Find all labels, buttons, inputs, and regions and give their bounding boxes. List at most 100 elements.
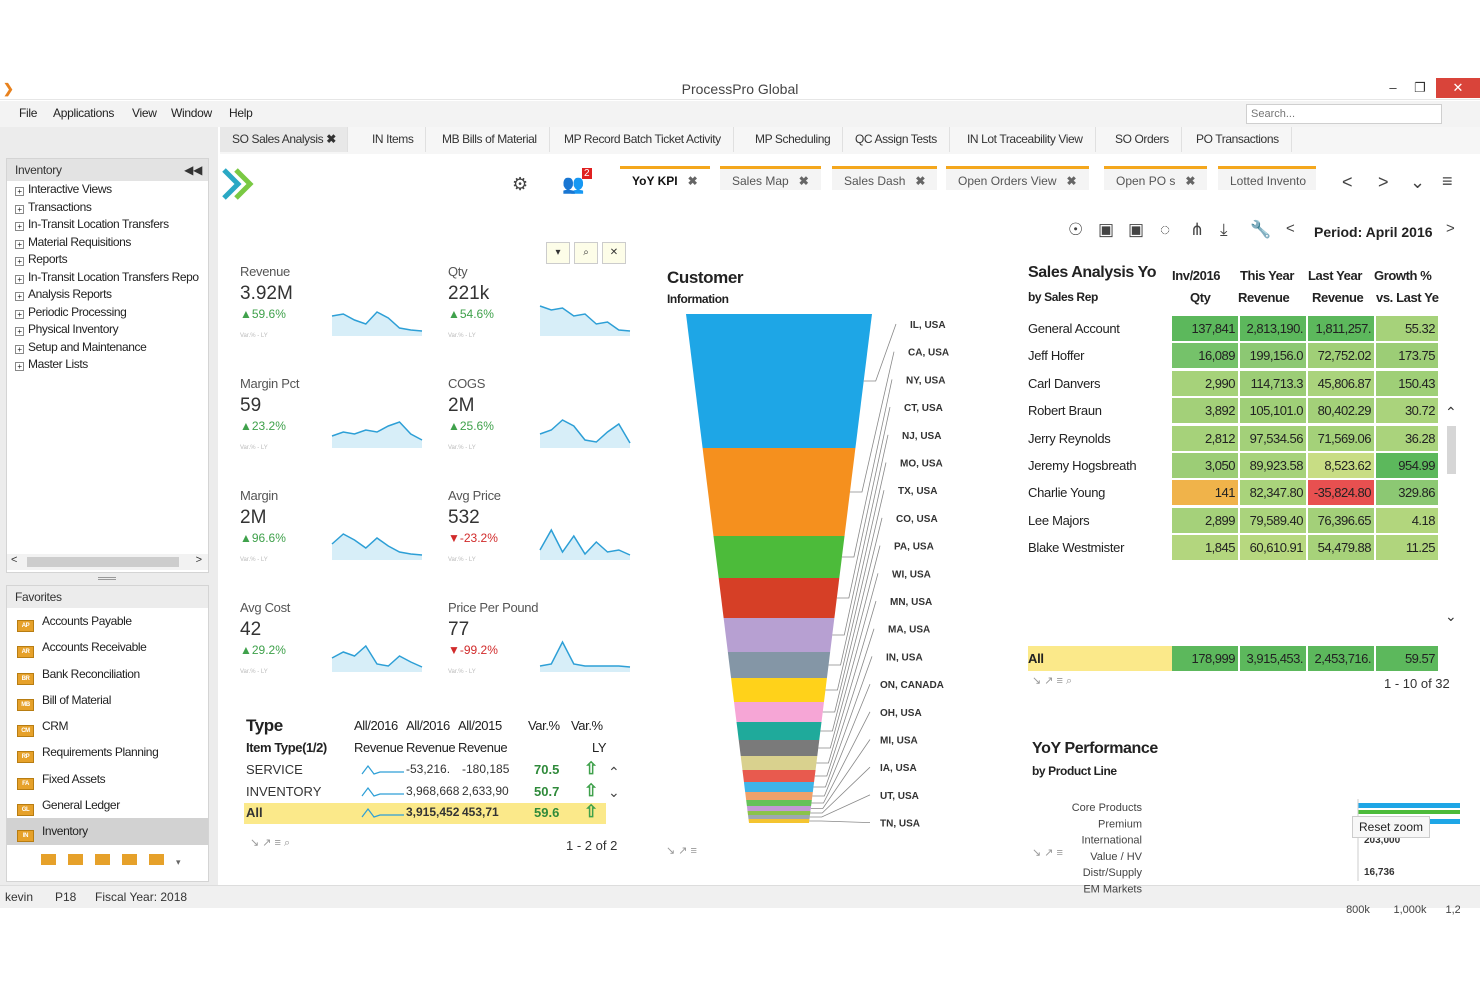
- menu-file[interactable]: File: [19, 106, 38, 120]
- collapse-icon[interactable]: ◀◀: [184, 163, 202, 177]
- sales-rep-name[interactable]: Lee Majors: [1028, 512, 1090, 528]
- fav-inventory[interactable]: IN Inventory: [7, 818, 208, 845]
- save-as-icon[interactable]: ▣: [1128, 220, 1145, 239]
- doc-tab-po-transactions[interactable]: PO Transactions: [1184, 127, 1292, 152]
- type-pager: 1 - 2 of 2: [566, 838, 618, 853]
- doc-tab-in-items[interactable]: IN Items: [360, 127, 427, 152]
- restore-button[interactable]: ❐: [1414, 80, 1426, 95]
- chevron-left-icon[interactable]: <: [1342, 172, 1353, 192]
- tree-item[interactable]: + Setup and Maintenance: [7, 339, 208, 357]
- fav-accounts-payable[interactable]: AP Accounts Payable: [7, 608, 208, 634]
- sales-rep-name[interactable]: Jeff Hoffer: [1028, 348, 1085, 364]
- save-icon[interactable]: ▣: [1098, 220, 1115, 239]
- funnel-label: TN, USA: [880, 819, 920, 830]
- tree-item[interactable]: + Master Lists: [7, 356, 208, 374]
- module-icon: IN: [17, 830, 34, 843]
- menu-bar: File Applications View Window Help: [0, 101, 1480, 127]
- funnel-segment: [731, 678, 827, 702]
- reset-zoom-button[interactable]: Reset zoom: [1352, 816, 1431, 838]
- users-icon[interactable]: 👥: [562, 174, 585, 194]
- scroll-thumb[interactable]: [27, 557, 179, 567]
- close-tab-icon[interactable]: ✖: [326, 132, 336, 146]
- tree-item[interactable]: + Transactions: [7, 199, 208, 217]
- fav-crm[interactable]: CM CRM: [7, 713, 208, 739]
- kpi-tab-open-pos[interactable]: Open PO s ✖: [1104, 166, 1208, 190]
- fav-accounts-receivable[interactable]: AR Accounts Receivable: [7, 634, 208, 660]
- tree-item[interactable]: + Periodic Processing: [7, 304, 208, 322]
- doc-tab-so-sales-analysis[interactable]: SO Sales Analysis ✖: [220, 127, 348, 152]
- table-tools-icon[interactable]: ↘ ↗ ≡ ⌕: [250, 837, 291, 849]
- type-row[interactable]: SERVICE -53,216. -180,185 70.5 ⇧: [244, 759, 606, 781]
- kpi-tab-yoy-kpi[interactable]: YoY KPI ✖: [620, 166, 710, 190]
- refresh-icon[interactable]: ◌: [1160, 220, 1171, 239]
- sales-scrollbar[interactable]: ⌃ ⌄: [1445, 404, 1459, 624]
- doc-tab-scheduling[interactable]: MP Scheduling: [743, 127, 844, 152]
- yoy-category-label: EM Markets: [1083, 884, 1142, 896]
- sales-rep-name[interactable]: Blake Westmister: [1028, 540, 1125, 556]
- fav-requirements-planning[interactable]: RP Requirements Planning: [7, 739, 208, 765]
- dropdown-icon[interactable]: ▾: [546, 242, 570, 264]
- fav-fixed-assets[interactable]: FA Fixed Assets: [7, 766, 208, 792]
- doc-tab-so-orders[interactable]: SO Orders: [1103, 127, 1182, 152]
- doc-tab-qc-assign[interactable]: QC Assign Tests: [843, 127, 950, 152]
- kpi-tab-sales-map[interactable]: Sales Map ✖: [720, 166, 821, 190]
- period-next-icon[interactable]: >: [1446, 220, 1455, 237]
- funnel-leader-line: [822, 517, 883, 713]
- scroll-left-icon[interactable]: <: [11, 554, 18, 566]
- sales-rep-name[interactable]: General Account: [1028, 321, 1120, 336]
- kpi-tab-open-orders[interactable]: Open Orders View ✖: [946, 166, 1089, 190]
- period-prev-icon[interactable]: <: [1286, 220, 1295, 237]
- type-row[interactable]: INVENTORY 3,968,668 2,633,90 50.7 ⇧: [244, 781, 606, 803]
- kpi-tab-sales-dash[interactable]: Sales Dash ✖: [832, 166, 938, 190]
- download-icon[interactable]: ⤓: [1220, 220, 1228, 239]
- tree-item[interactable]: + Material Requisitions: [7, 234, 208, 252]
- wrench-icon[interactable]: 🔧: [1250, 220, 1272, 239]
- chevron-down-icon[interactable]: ⌄: [1410, 172, 1426, 192]
- menu-view[interactable]: View: [132, 106, 157, 120]
- minimize-button[interactable]: ‒: [1389, 80, 1397, 95]
- hamburger-menu-icon[interactable]: ≡: [1442, 171, 1453, 191]
- tree-item[interactable]: + Physical Inventory: [7, 321, 208, 339]
- search-input[interactable]: [1246, 104, 1442, 124]
- doc-tab-lot-traceability[interactable]: IN Lot Traceability View: [955, 127, 1096, 152]
- kpi-tab-lotted-inventory[interactable]: Lotted Invento: [1218, 166, 1316, 190]
- gear-icon[interactable]: ⚙: [512, 174, 529, 194]
- tree-item[interactable]: + Interactive Views: [7, 181, 208, 199]
- tree-item[interactable]: + In-Transit Location Transfers Repo: [7, 269, 208, 287]
- zoom-icon[interactable]: ⌕: [574, 242, 598, 264]
- chevron-right-icon[interactable]: >: [1378, 172, 1389, 192]
- close-button[interactable]: ✕: [1436, 78, 1480, 98]
- horizontal-scrollbar[interactable]: < >: [7, 554, 208, 570]
- close-panel-icon[interactable]: ✕: [602, 242, 626, 264]
- sales-rep-name[interactable]: Charlie Young: [1028, 485, 1106, 501]
- menu-window[interactable]: Window: [171, 106, 212, 120]
- tree-item[interactable]: + In-Transit Location Transfers: [7, 216, 208, 234]
- sales-rep-name[interactable]: Jeremy Hogsbreath: [1028, 458, 1137, 473]
- menu-applications[interactable]: Applications: [53, 106, 115, 120]
- fav-bank-reconciliation[interactable]: BR Bank Reconciliation: [7, 661, 208, 687]
- funnel-tools-icon[interactable]: ↘ ↗ ≡: [666, 845, 697, 857]
- tree-item[interactable]: + Analysis Reports: [7, 286, 208, 304]
- scroll-right-icon[interactable]: >: [195, 554, 202, 566]
- sales-tools-icon[interactable]: ↘ ↗ ≡ ⌕: [1032, 675, 1073, 687]
- scroll-up-icon[interactable]: ⌃: [608, 764, 620, 780]
- fav-general-ledger[interactable]: GL General Ledger: [7, 792, 208, 818]
- status-fiscal-year: Fiscal Year: 2018: [95, 890, 188, 904]
- tree-item[interactable]: + Reports: [7, 251, 208, 269]
- splitter-grip-icon[interactable]: [98, 577, 116, 580]
- sales-rep-name[interactable]: Jerry Reynolds: [1028, 430, 1111, 446]
- fav-bill-of-material[interactable]: MB Bill of Material: [7, 687, 208, 713]
- sales-rep-name[interactable]: All: [1028, 646, 1172, 671]
- scroll-down-icon[interactable]: ⌄: [608, 784, 620, 800]
- person-icon[interactable]: ☉: [1068, 220, 1084, 239]
- module-icon: FA: [17, 777, 34, 790]
- doc-tab-bills-of-material[interactable]: MB Bills of Material: [430, 127, 550, 152]
- share-icon[interactable]: ⋔: [1190, 220, 1205, 239]
- sales-rep-name[interactable]: Carl Danvers: [1028, 375, 1101, 391]
- type-row[interactable]: All 3,915,452 453,71 59.6 ⇧: [244, 802, 606, 824]
- menu-help[interactable]: Help: [229, 106, 253, 120]
- yoy-tools-icon[interactable]: ↘ ↗ ≡: [1032, 847, 1063, 859]
- doc-tab-record-batch[interactable]: MP Record Batch Ticket Activity: [552, 127, 734, 152]
- favorites-overflow-icons[interactable]: ▾: [41, 852, 181, 870]
- sales-rep-name[interactable]: Robert Braun: [1028, 403, 1102, 419]
